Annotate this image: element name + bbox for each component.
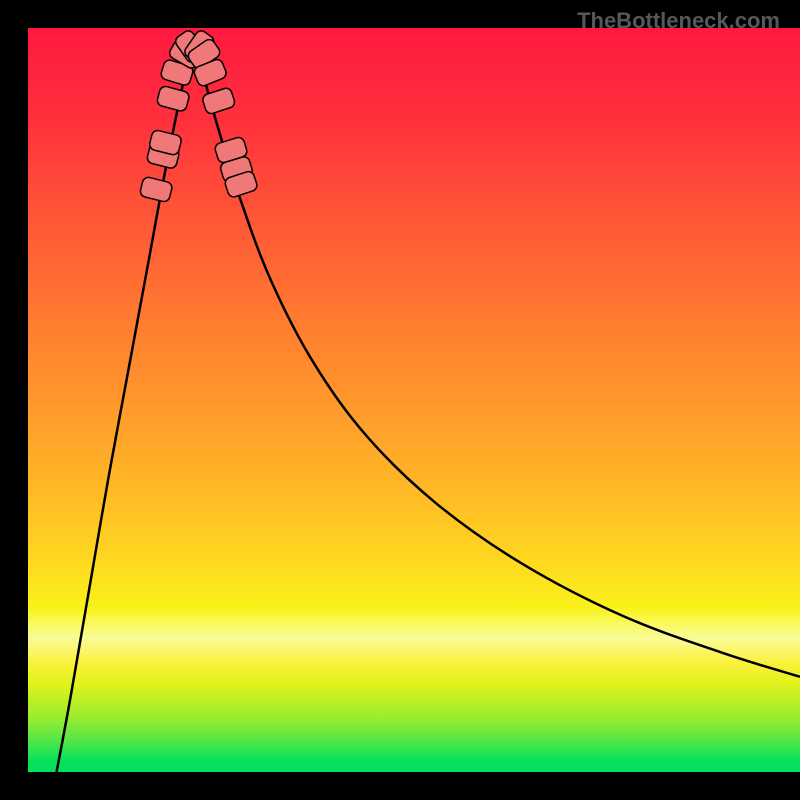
bottleneck-plot	[0, 0, 800, 800]
chart-container: TheBottleneck.com	[0, 0, 800, 800]
watermark-text: TheBottleneck.com	[577, 8, 780, 34]
plot-background	[28, 28, 800, 772]
